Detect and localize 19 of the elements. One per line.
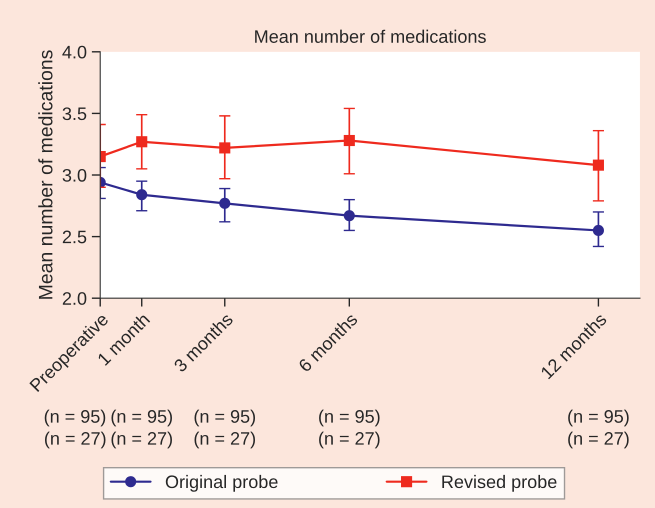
text: (n = 95) — [319, 410, 380, 426]
y-tick-label: 4.0 — [62, 46, 86, 59]
text: (n = 95) — [111, 410, 172, 426]
y-tick-label: 3.0 — [62, 168, 86, 182]
y-tick-label: 3.5 — [62, 107, 86, 120]
text: (n = 27) — [568, 432, 629, 448]
text: (n = 95) — [194, 410, 256, 426]
text: (n = 95) — [44, 410, 106, 426]
chart-title: Mean number of medications — [255, 30, 486, 43]
y-tick-label: 2.5 — [62, 230, 86, 244]
legend-label: Original probe — [166, 474, 278, 492]
y-axis-title: Mean number of medications — [38, 50, 53, 299]
text: (n = 27) — [319, 432, 380, 448]
text: (n = 27) — [194, 432, 256, 448]
text: (n = 27) — [111, 432, 172, 448]
legend-label: Revised probe — [442, 474, 556, 492]
text: (n = 27) — [44, 432, 106, 448]
y-tick-label: 2.0 — [62, 292, 86, 305]
text: (n = 95) — [568, 410, 629, 426]
